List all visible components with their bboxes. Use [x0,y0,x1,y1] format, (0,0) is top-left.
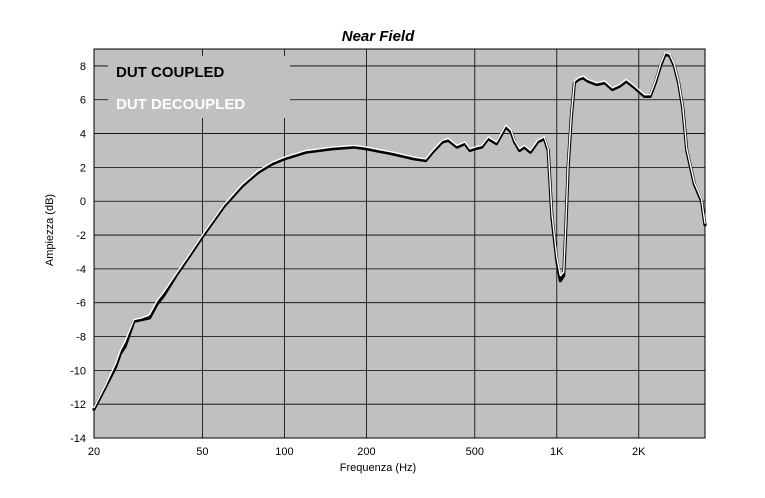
y-tick-label: -4 [76,264,86,276]
x-tick-label: 500 [466,446,484,458]
y-tick-labels: 8 6 4 2 0 -2 -4 -6 -8 -10 -12 -14 [70,61,86,445]
y-tick-label: 4 [80,129,86,141]
y-tick-label: -6 [76,298,86,310]
x-tick-label: 1K [550,446,564,458]
y-tick-label: -12 [70,399,86,411]
y-tick-label: 8 [80,61,86,73]
y-tick-label: 2 [80,162,86,174]
series-line-coupled [92,52,707,411]
y-axis-label: Ampiezza (dB) [44,194,56,266]
legend-entry-coupled: DUT COUPLED [116,64,225,81]
y-tick-label: -8 [76,332,86,344]
y-tick-label: -10 [70,365,86,377]
x-tick-label: 2K [632,446,646,458]
y-tick-label: -14 [70,433,86,445]
series-layer [92,51,707,411]
x-tick-label: 200 [357,446,375,458]
x-axis-label: Frequenza (Hz) [340,462,416,474]
x-tick-label: 100 [275,446,293,458]
y-tick-label: 0 [80,196,86,208]
y-tick-label: 6 [80,95,86,107]
y-tick-label: -2 [76,230,86,242]
chart-title: Near Field [342,28,415,45]
series-line-decoupled [93,51,706,409]
x-tick-label: 50 [196,446,208,458]
x-tick-label: 20 [88,446,100,458]
legend-background [108,56,290,118]
legend-entry-decoupled: DUT DECOUPLED [116,96,245,113]
x-tick-labels: 20 50 100 200 500 1K 2K [88,446,646,458]
